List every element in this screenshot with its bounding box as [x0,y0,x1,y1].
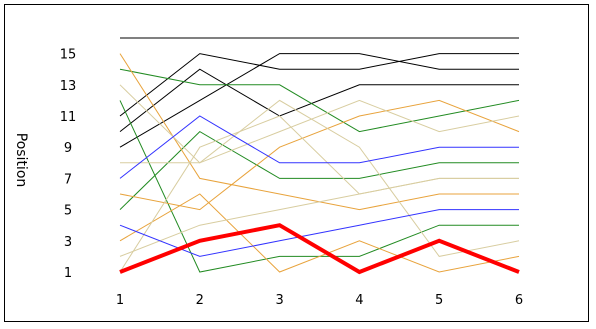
series-line-16 [119,209,519,257]
series-line-13 [119,177,519,257]
series-line-6 [119,100,519,273]
series-line-7 [119,130,519,210]
y-axis-label: Position [13,133,29,188]
y-tick-label: 5 [64,204,72,219]
y-tick-label: 1 [64,266,72,281]
series-line-2 [119,53,519,117]
series-line-3 [119,68,519,132]
y-tick-label: 13 [60,79,77,94]
series-line-10 [119,193,520,273]
x-tick-label: 6 [515,293,523,308]
series-line-17 [119,223,520,275]
series-line-4 [119,53,519,148]
series-line-9 [119,99,520,211]
x-tick-label: 2 [196,293,204,308]
y-tick-label: 11 [60,110,77,125]
y-tick-label: 3 [64,235,72,250]
series-line-11 [119,84,520,257]
series-line-5 [119,68,520,133]
y-tick-label: 7 [64,172,72,187]
series-layer [119,37,520,275]
x-tick-label: 1 [116,293,124,308]
y-tick-label: 9 [64,141,72,156]
x-tick-label: 4 [355,293,363,308]
x-tick-label: 3 [275,293,283,308]
series-line-14 [119,115,519,273]
x-tick-labels: 1 2 3 4 5 6 [116,293,523,308]
y-tick-label: 15 [60,48,77,63]
series-line-15 [119,115,519,179]
series-line-12 [120,99,520,164]
x-tick-label: 5 [435,293,443,308]
